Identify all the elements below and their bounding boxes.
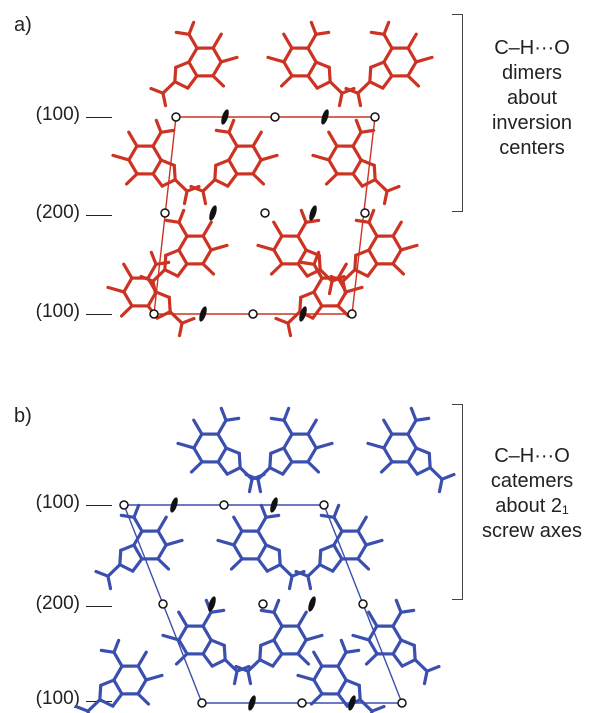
bracket-a: [452, 14, 463, 212]
note-a-line: C–H···O: [494, 37, 570, 59]
inversion-center-symbol: [119, 500, 129, 510]
molecule: [244, 406, 334, 494]
inversion-center-symbol: [347, 309, 357, 319]
plane-tick: [86, 215, 112, 216]
molecule: [351, 598, 441, 686]
molecule: [366, 406, 456, 494]
plane-label-a-mid: (200): [35, 202, 80, 223]
molecule: [344, 20, 434, 108]
plane-label-a-bottom: (100): [35, 301, 80, 322]
molecule: [294, 503, 384, 591]
bracket-b: [452, 404, 463, 600]
screw-axis-symbol: [308, 596, 316, 612]
inversion-center-symbol: [297, 698, 307, 708]
note-a-line: inversion: [491, 112, 573, 134]
inversion-center-symbol: [397, 698, 407, 708]
note-a-line: dimers: [501, 62, 562, 84]
inversion-center-symbol: [319, 500, 329, 510]
inversion-center-symbol: [219, 500, 229, 510]
plane-label-a-top: (100): [35, 104, 80, 125]
note-a-line: centers: [499, 137, 565, 159]
panel-label-b: b): [14, 405, 32, 427]
inversion-center-symbol: [358, 599, 368, 609]
plane-label-b-top: (100): [35, 492, 80, 513]
inversion-center-symbol: [171, 112, 181, 122]
screw-axis-symbol: [309, 205, 317, 221]
plane-label-b-mid: (200): [35, 593, 80, 614]
plane-tick: [86, 314, 112, 315]
molecule: [111, 118, 201, 206]
plane-label-b-bottom: (100): [35, 688, 80, 709]
note-b-line: about 2₁: [495, 495, 569, 517]
plane-tick: [86, 505, 112, 506]
inversion-center-symbol: [158, 599, 168, 609]
inversion-center-symbol: [270, 112, 280, 122]
inversion-center-symbol: [258, 599, 268, 609]
molecule: [161, 598, 251, 686]
molecule: [149, 20, 239, 108]
inversion-center-symbol: [248, 309, 258, 319]
screw-axis-symbol: [221, 109, 229, 125]
molecule: [189, 118, 279, 206]
screw-axis-symbol: [299, 306, 307, 322]
note-b-line: catemers: [490, 470, 574, 492]
molecule: [74, 638, 164, 713]
screw-axis-symbol: [209, 205, 217, 221]
molecule: [216, 503, 306, 591]
inversion-center-symbol: [160, 208, 170, 218]
screw-axis-symbol: [208, 596, 216, 612]
inversion-center-symbol: [197, 698, 207, 708]
screw-axis-symbol: [270, 497, 278, 513]
molecule: [234, 598, 324, 686]
molecule: [106, 250, 196, 338]
screw-axis-symbol: [248, 695, 256, 711]
note-a: C–H···O dimers about inversion centers: [462, 36, 602, 161]
inversion-center-symbol: [370, 112, 380, 122]
molecule: [329, 208, 419, 296]
molecule: [266, 20, 356, 108]
molecule: [94, 503, 184, 591]
screw-axis-symbol: [170, 497, 178, 513]
note-a-line: about: [506, 87, 558, 109]
note-b-line: C–H···O: [494, 445, 570, 467]
plane-tick: [86, 606, 112, 607]
screw-axis-symbol: [321, 109, 329, 125]
inversion-center-symbol: [260, 208, 270, 218]
screw-axis-symbol: [199, 306, 207, 322]
note-b-line: screw axes: [481, 520, 583, 542]
inversion-center-symbol: [360, 208, 370, 218]
note-b: C–H···O catemers about 2₁ screw axes: [462, 444, 602, 544]
molecule: [176, 406, 266, 494]
plane-tick: [86, 117, 112, 118]
molecule: [139, 208, 229, 296]
screw-axis-symbol: [348, 695, 356, 711]
molecule: [296, 638, 386, 713]
molecule: [311, 118, 401, 206]
panel-label-a: a): [14, 14, 32, 36]
inversion-center-symbol: [149, 309, 159, 319]
